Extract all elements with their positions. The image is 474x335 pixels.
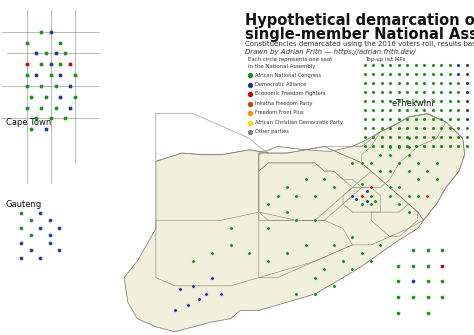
Text: African Christian Democratic Party: African Christian Democratic Party [255, 120, 343, 125]
Text: Economic Freedom Fighters: Economic Freedom Fighters [255, 91, 326, 96]
Text: African National Congress: African National Congress [255, 72, 321, 77]
Text: Gauteng: Gauteng [6, 200, 42, 209]
Polygon shape [124, 114, 465, 332]
Text: Constituencies demarcated using the 2016 voters roll, results based on the 2019 : Constituencies demarcated using the 2016… [245, 41, 474, 47]
Text: Cape Town: Cape Town [6, 118, 51, 127]
Text: Drawn by Adrian Frith — https://adrian.frith.dev/: Drawn by Adrian Frith — https://adrian.f… [245, 49, 416, 55]
Text: single-member National Assembly districts: single-member National Assembly district… [245, 27, 474, 42]
Text: Inkatha Freedom Party: Inkatha Freedom Party [255, 101, 312, 106]
Text: Democratic Alliance: Democratic Alliance [255, 82, 306, 87]
Text: eThekwini: eThekwini [392, 99, 435, 108]
Text: Each circle represents one seat
in the National Assembly: Each circle represents one seat in the N… [248, 57, 332, 69]
Text: Top-up list MPs: Top-up list MPs [365, 57, 405, 62]
Text: Other parties: Other parties [255, 130, 289, 134]
Text: Hypothetical demarcation of South Africa into 200: Hypothetical demarcation of South Africa… [245, 13, 474, 28]
Text: Freedom Front Plus: Freedom Front Plus [255, 111, 304, 116]
